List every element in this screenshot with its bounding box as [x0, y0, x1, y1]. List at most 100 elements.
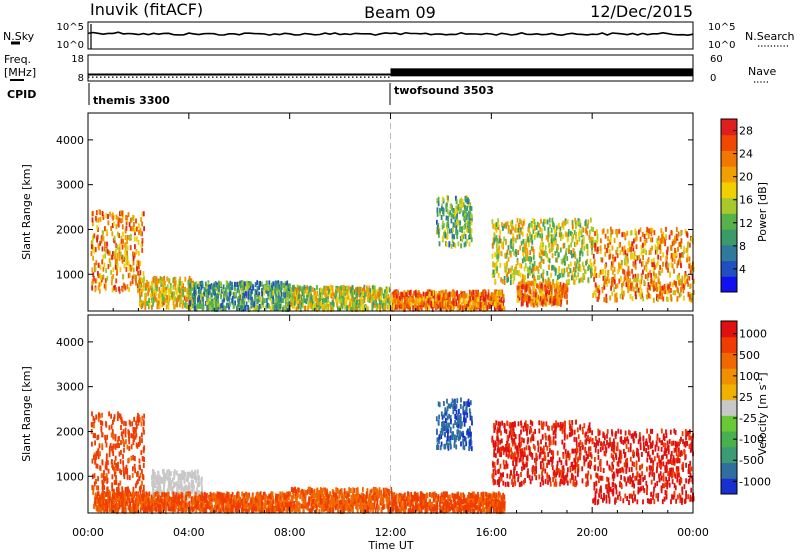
velocity-cell: [117, 483, 120, 488]
power-cell: [415, 297, 417, 303]
velocity-cell: [119, 480, 122, 486]
power-cell: [528, 222, 531, 228]
power-cell: [453, 222, 456, 227]
power-cell: [506, 277, 509, 283]
power-cell: [190, 304, 192, 310]
power-cell: [332, 301, 335, 307]
power-cell: [503, 262, 506, 268]
velocity-cell: [101, 485, 104, 491]
power-cell: [413, 304, 416, 310]
power-colorbar-swatch: [721, 150, 737, 167]
power-cell: [479, 296, 482, 301]
power-cell: [638, 291, 641, 297]
power-cell: [661, 285, 664, 291]
power-cell: [662, 261, 664, 267]
power-cell: [463, 225, 465, 230]
power-cell: [535, 231, 537, 237]
power-cell: [507, 276, 509, 282]
power-cell: [118, 233, 121, 239]
power-cell: [185, 288, 188, 294]
power-cell: [606, 281, 609, 287]
power-cell: [683, 284, 686, 290]
velocity-cell: [156, 486, 159, 491]
power-colorbar-frame: [720, 118, 738, 293]
power-cell: [659, 249, 662, 254]
power-cell: [173, 276, 175, 282]
velocity-cell: [176, 470, 178, 476]
power-cell: [500, 292, 503, 297]
power-cell: [97, 217, 100, 223]
power-cell: [668, 234, 671, 240]
power-cell: [622, 291, 625, 297]
velocity-cell: [152, 469, 154, 475]
velocity-cell: [111, 429, 114, 434]
power-cell: [461, 198, 464, 204]
power-cell: [623, 245, 626, 251]
power-cell: [326, 306, 329, 312]
power-colorbar-swatch: [721, 197, 737, 214]
power-cell: [629, 286, 631, 292]
velocity-cell: [200, 494, 203, 500]
power-cell: [626, 253, 629, 259]
power-cell: [653, 277, 656, 282]
power-cell: [417, 306, 420, 312]
power-cell: [594, 242, 596, 248]
power-cell: [525, 253, 527, 259]
power-cell: [573, 279, 576, 285]
power-cell: [140, 217, 142, 223]
power-cell: [121, 217, 124, 223]
power-cell: [425, 301, 428, 307]
power-cell: [652, 280, 655, 286]
power-cell: [550, 242, 553, 248]
power-cell: [527, 242, 530, 248]
power-cell: [595, 293, 597, 299]
power-cell: [479, 302, 482, 307]
power-cell: [124, 228, 127, 234]
power-cell: [251, 302, 254, 308]
power-cell: [524, 257, 526, 263]
velocity-cell: [203, 502, 205, 508]
power-cell: [591, 249, 593, 255]
velocity-cell: [179, 483, 181, 489]
power-cell: [404, 304, 407, 310]
power-cell: [460, 243, 462, 249]
power-cell: [507, 245, 510, 251]
power-cell: [269, 295, 272, 301]
power-cell: [132, 267, 135, 273]
power-cell: [120, 254, 123, 260]
power-cell: [650, 231, 653, 237]
velocity-cell: [94, 440, 96, 446]
velocity-cell: [176, 489, 179, 495]
power-cell: [651, 227, 654, 233]
power-cell: [356, 295, 358, 301]
power-cell: [452, 222, 455, 228]
power-cell: [297, 303, 300, 309]
power-cell: [522, 280, 525, 286]
power-cell: [502, 297, 505, 303]
power-cell: [436, 198, 439, 204]
power-cell: [100, 280, 102, 286]
power-cell: [547, 237, 549, 243]
power-cell: [462, 211, 464, 217]
power-cell: [518, 231, 521, 237]
power-cell: [163, 279, 165, 285]
power-cell: [547, 257, 550, 263]
power-cell: [299, 286, 302, 292]
power-cell: [594, 246, 597, 252]
power-cell: [559, 226, 562, 232]
power-cell: [389, 299, 391, 305]
power-cell: [635, 288, 638, 294]
power-cell: [125, 220, 128, 226]
power-cell: [438, 290, 441, 296]
power-cell: [557, 274, 559, 280]
power-cell: [280, 297, 283, 303]
power-cell: [139, 280, 141, 286]
power-cell: [536, 221, 539, 227]
power-cell: [492, 223, 495, 229]
power-cell: [415, 292, 417, 298]
power-cell: [684, 228, 687, 234]
power-cell: [295, 306, 298, 312]
velocity-cell: [121, 486, 124, 492]
velocity-cell: [183, 474, 185, 479]
